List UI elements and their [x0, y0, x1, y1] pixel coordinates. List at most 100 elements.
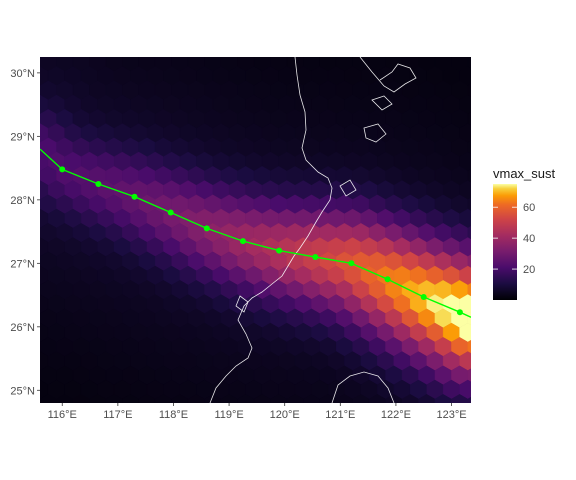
hex-cell — [138, 394, 156, 403]
hex-cell — [171, 394, 189, 403]
hex-cell — [220, 394, 238, 403]
hex-cell — [418, 394, 436, 403]
x-tick-label: 120°E — [270, 409, 300, 421]
y-tick-label: 29°N — [10, 131, 35, 143]
coastline-island-a — [371, 95, 393, 111]
hex-cell — [434, 57, 436, 58]
hex-cell — [237, 57, 238, 58]
hex-cell — [336, 394, 353, 403]
hex-cell — [15, 38, 32, 57]
coastline-south — [235, 295, 249, 313]
legend-title: vmax_sust — [493, 166, 556, 181]
legend-breaks: 20 40 60 — [493, 202, 535, 276]
hex-cell — [121, 57, 123, 58]
x-tick-label: 117°E — [103, 409, 132, 421]
hex-cell — [476, 181, 493, 200]
hex-cell — [40, 170, 41, 181]
hex-cell — [40, 57, 41, 58]
coastline-north — [359, 57, 417, 93]
coastline-island-c — [339, 179, 357, 197]
coastline-layer — [209, 57, 417, 403]
storm-track-point — [240, 238, 246, 245]
storm-track-point — [384, 276, 391, 283]
coastline-island-b — [363, 123, 387, 143]
hex-cell — [476, 295, 493, 314]
hex-cell — [72, 57, 74, 58]
storm-track-point — [131, 193, 138, 200]
storm-track-point — [312, 254, 319, 260]
hex-cell — [122, 394, 139, 403]
hex-cell — [385, 57, 386, 58]
x-tick-label: 119°E — [214, 409, 243, 421]
storm-track-line — [40, 148, 471, 318]
color-legend: vmax_sust 20 40 60 — [493, 166, 556, 300]
plot-panel — [15, 38, 493, 403]
hex-cell — [220, 57, 222, 58]
hex-cell — [15, 209, 32, 228]
y-tick-label: 26°N — [10, 322, 35, 334]
y-tick-label: 25°N — [10, 385, 35, 397]
x-axis: 116°E 117°E 118°E 119°E 120°E 121°E 122°E 123°E — [48, 403, 467, 421]
storm-track-point — [456, 309, 463, 316]
y-axis: 25°N 26°N 27°N 28°N 29°N 30°N — [10, 68, 40, 397]
y-tick-label: 30°N — [10, 68, 35, 80]
hex-cell — [286, 394, 304, 403]
hex-cell — [352, 57, 354, 58]
hex-cell — [40, 370, 41, 381]
hex-cell — [88, 57, 90, 58]
hex-cell — [253, 394, 271, 403]
hex-cell — [40, 341, 41, 352]
x-tick-label: 118°E — [159, 409, 188, 421]
storm-track-point — [167, 209, 174, 216]
hex-cell — [105, 57, 107, 58]
hex-cell — [40, 113, 41, 124]
hex-cell — [450, 57, 452, 58]
legend-break-label: 60 — [523, 202, 535, 214]
hex-cell — [434, 394, 452, 403]
hex-cell — [335, 57, 337, 58]
legend-break-label: 40 — [523, 233, 535, 245]
hex-cell — [476, 38, 493, 57]
hex-cell — [476, 352, 493, 371]
hex-cell — [204, 394, 222, 403]
hex-cell — [105, 394, 123, 403]
hex-cell — [204, 57, 205, 58]
hex-cell — [418, 57, 419, 58]
hex-cell — [89, 394, 107, 403]
hex-cell — [40, 394, 57, 403]
coastline-taiwan — [331, 371, 395, 403]
hex-cell — [237, 394, 255, 403]
hex-cell — [385, 394, 403, 403]
hex-cell — [253, 57, 255, 58]
storm-track-point — [348, 260, 355, 267]
hex-cell — [40, 227, 41, 238]
storm-track-point — [95, 181, 102, 187]
hex-cell — [476, 323, 493, 342]
hex-cell — [40, 284, 41, 295]
hex-cell — [401, 394, 419, 403]
hex-cell — [401, 57, 403, 58]
hex-cell — [15, 295, 32, 314]
hex-cell — [476, 209, 493, 228]
hex-cell — [56, 57, 57, 58]
x-tick-label: 116°E — [48, 409, 77, 421]
hex-cell — [154, 394, 172, 403]
hex-cell — [319, 394, 337, 403]
storm-track-point — [59, 166, 66, 173]
legend-colorbar — [493, 184, 517, 300]
storm-track-point — [203, 225, 210, 232]
hex-cell — [302, 57, 304, 58]
hex-cell — [467, 396, 471, 403]
x-tick-label: 121°E — [325, 409, 355, 421]
hex-cell — [476, 124, 493, 143]
hex-cell — [72, 394, 90, 403]
hex-cell — [154, 57, 156, 58]
storm-track-point — [420, 294, 427, 300]
hex-cell — [15, 238, 32, 257]
hex-cell — [187, 394, 205, 403]
x-tick-label: 123°E — [436, 409, 466, 421]
hex-cell — [476, 67, 493, 86]
hex-cell — [476, 152, 493, 171]
storm-track-layer — [40, 148, 471, 318]
